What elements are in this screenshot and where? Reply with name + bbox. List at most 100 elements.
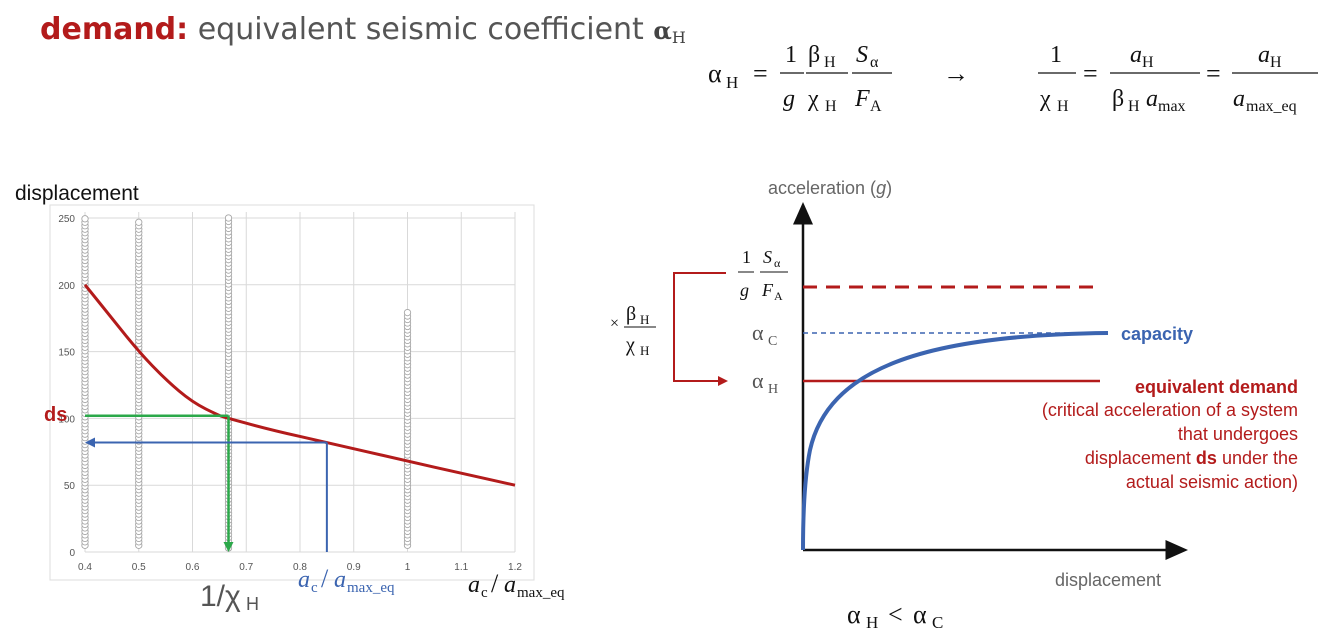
svg-text:1: 1 <box>742 247 751 267</box>
svg-text:c: c <box>481 585 488 601</box>
svg-text:acceleration (g): acceleration (g) <box>768 178 892 198</box>
svg-text:<: < <box>888 600 903 629</box>
acceleration-label: acceleration (g) <box>768 178 892 198</box>
svg-text:c: c <box>311 580 318 596</box>
title-text: equivalent seismic coefficient <box>197 12 644 47</box>
capacity-label: capacity <box>1121 324 1193 344</box>
svg-text:1: 1 <box>1050 42 1062 68</box>
svg-text:=: = <box>753 59 768 88</box>
svg-text:a: a <box>504 572 516 598</box>
demand-label: equivalent demand <box>1135 377 1298 397</box>
x-label-right: a c / a max_eq <box>468 569 565 601</box>
inequality: α H < α C <box>847 600 943 632</box>
plot-frame <box>49 204 535 581</box>
x-tick-labels: 0.4 0.5 0.6 0.7 0.8 0.9 1 1.1 1.2 <box>78 562 522 573</box>
formula-alpha-h: α H = 1 g β H χ H S α F A <box>708 42 892 115</box>
y-tick-label: 100 <box>58 414 75 425</box>
ds-label: ds <box>44 404 67 426</box>
svg-text:H: H <box>246 594 259 614</box>
svg-text:F: F <box>761 280 774 300</box>
svg-text:max_eq: max_eq <box>517 585 565 601</box>
svg-text:1: 1 <box>785 42 797 68</box>
svg-text:α: α <box>913 600 927 629</box>
svg-text:×: × <box>610 315 619 332</box>
x-tick-label: 0.9 <box>347 562 361 573</box>
y-tick-label: 200 <box>58 281 75 292</box>
page-title: demand: equivalent seismic coefficient α… <box>40 12 686 47</box>
svg-text:H: H <box>825 98 837 115</box>
svg-text:α: α <box>774 256 781 270</box>
y-tick-label: 0 <box>69 548 75 559</box>
svg-text:α: α <box>847 600 861 629</box>
svg-text:H: H <box>1142 54 1154 71</box>
svg-text:H: H <box>1057 98 1069 115</box>
svg-text:H: H <box>640 312 649 327</box>
svg-text:max_eq: max_eq <box>1246 98 1297 115</box>
svg-text:a: a <box>334 567 346 593</box>
svg-text:β: β <box>626 303 636 325</box>
svg-text:β: β <box>808 42 820 68</box>
data-point <box>135 218 143 226</box>
svg-text:actual seismic action): actual seismic action) <box>1126 472 1298 492</box>
svg-text:a: a <box>468 572 480 598</box>
data-point <box>224 214 233 222</box>
x-tick-label: 0.6 <box>186 562 200 573</box>
capacity-curve <box>801 331 1109 551</box>
svg-text:α: α <box>752 320 764 345</box>
svg-text:S: S <box>763 247 772 267</box>
blue-arrow-icon <box>85 437 95 448</box>
svg-text:A: A <box>870 98 882 115</box>
svg-text:H: H <box>1270 54 1282 71</box>
y-tick-label: 250 <box>58 214 75 225</box>
svg-text:max_eq: max_eq <box>347 580 395 596</box>
svg-text:H: H <box>726 73 738 92</box>
x-tick-label: 0.8 <box>293 562 307 573</box>
x-tick-label: 1.2 <box>508 562 522 573</box>
svg-text:a: a <box>1258 42 1270 68</box>
svg-text:H: H <box>768 382 778 397</box>
demand-annotation: equivalent demand (critical acceleration… <box>1042 377 1298 492</box>
svg-text:H: H <box>640 343 649 358</box>
formula-chi-relation: 1 χ H = a H β H a max = a H a max_eq <box>1038 42 1318 115</box>
x-tick-label: 0.5 <box>132 562 146 573</box>
svg-text:C: C <box>768 334 777 349</box>
data-point <box>81 215 89 223</box>
right-diagram: acceleration (g) displacement 1 g S α F … <box>610 178 1298 632</box>
svg-text:a: a <box>1233 86 1245 112</box>
x-label-marker: a c / a max_eq <box>298 564 395 596</box>
x-tick-label: 1 <box>405 562 411 573</box>
svg-text:χ: χ <box>1039 86 1051 112</box>
svg-text:H: H <box>1128 98 1140 115</box>
reduction-bracket <box>673 272 726 382</box>
svg-text:H: H <box>824 54 836 71</box>
x-label-main: 1/χ H <box>200 580 259 614</box>
y-tick-labels: 250 200 150 100 50 0 <box>58 214 75 559</box>
y-tick-label: 50 <box>64 481 76 492</box>
svg-text:=: = <box>1083 59 1098 88</box>
svg-text:a: a <box>1130 42 1142 68</box>
blue-reference <box>85 437 328 552</box>
svg-text:S: S <box>856 42 868 68</box>
svg-text:α: α <box>870 54 879 71</box>
formula-arrow: → <box>943 59 969 88</box>
svg-text:β: β <box>1112 86 1124 112</box>
formula-row: α H = 1 g β H χ H S α F A → 1 χ H = a H … <box>708 42 1318 115</box>
svg-text:1/χ: 1/χ <box>200 580 241 613</box>
svg-text:g: g <box>783 86 795 112</box>
alpha-h-label: α H <box>752 368 778 397</box>
svg-text:a: a <box>298 567 310 593</box>
svg-text:(critical acceleration of a sy: (critical acceleration of a system <box>1042 400 1298 420</box>
svg-text:C: C <box>932 613 943 632</box>
x-tick-label: 0.7 <box>239 562 253 573</box>
svg-text:A: A <box>774 289 783 303</box>
svg-text:a: a <box>1146 86 1158 112</box>
x-tick-label: 0.4 <box>78 562 92 573</box>
alpha-c-label: α C <box>752 320 777 349</box>
svg-text:max: max <box>1158 98 1186 115</box>
svg-text:F: F <box>854 86 870 112</box>
reduction-arrow-icon <box>718 376 728 386</box>
title-keyword: demand: <box>40 12 189 47</box>
formula-reduction-factor: × β H χ H <box>610 303 656 358</box>
y-tick-label: 150 <box>58 348 75 359</box>
